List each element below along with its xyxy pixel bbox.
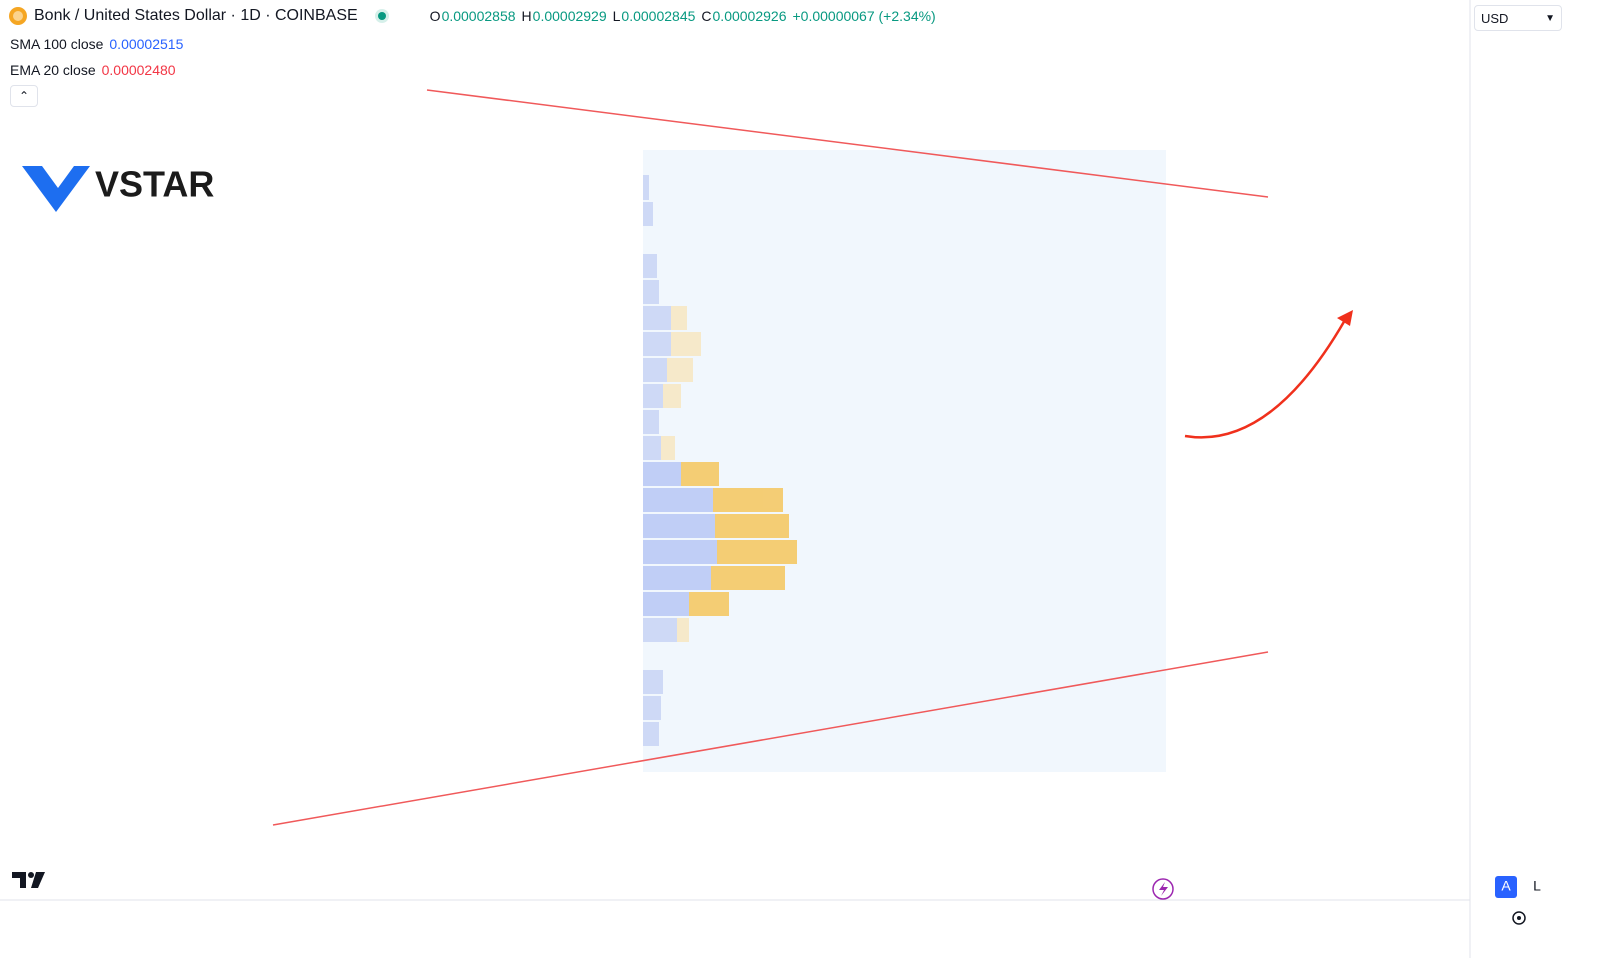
auto-label: A (1501, 878, 1511, 894)
volume-profile (643, 175, 797, 746)
vp-bar (643, 202, 653, 226)
vp-bar (677, 618, 689, 642)
arrow-head (1337, 310, 1353, 326)
vp-bar (643, 514, 715, 538)
projection-arrow (1184, 319, 1347, 439)
vp-bar (681, 462, 719, 486)
vp-bar (643, 618, 677, 642)
volume-profile-range (643, 150, 1166, 772)
alert-bolt (1159, 882, 1168, 896)
ema-name: EMA 20 close (10, 62, 96, 78)
sma-legend: SMA 100 close 0.00002515 (10, 36, 183, 52)
vp-bar (715, 514, 789, 538)
vp-bar (643, 722, 659, 746)
price-change: +0.00000067 (+2.34%) (792, 8, 936, 24)
ohlc-key: O (429, 8, 441, 24)
vp-bar (643, 540, 717, 564)
vp-bar (643, 566, 711, 590)
vp-bar (643, 410, 659, 434)
upper-trendline (426, 89, 1269, 198)
ohlc-values: O 0.00002858 H 0.00002929 L 0.00002845 C 0.0000… (430, 8, 793, 24)
vp-bar (643, 306, 671, 330)
logo-mark (22, 166, 90, 212)
vp-bar (643, 384, 663, 408)
logo-cut (44, 166, 72, 186)
ema-value: 0.00002480 (101, 62, 176, 78)
ohlc-value: 0.00002926 (712, 8, 787, 24)
vp-bar (643, 332, 671, 356)
vp-bar (711, 566, 785, 590)
vp-bar (643, 592, 689, 616)
vp-bar (663, 384, 681, 408)
currency: USD (1481, 11, 1509, 26)
vp-bar (671, 332, 701, 356)
vp-bar (643, 696, 661, 720)
vp-bar (643, 358, 667, 382)
sma-name: SMA 100 close (10, 36, 104, 52)
symbol-title: Bonk / United States Dollar · 1D · COINB… (34, 7, 358, 24)
vp-bar (643, 254, 657, 278)
symbol-icon (9, 7, 27, 25)
settings-icon[interactable] (1512, 911, 1526, 925)
ema-legend: EMA 20 close 0.00002480 (10, 62, 176, 78)
vp-bar (661, 436, 675, 460)
vp-bar (671, 306, 687, 330)
sma-value: 0.00002515 (109, 36, 184, 52)
ohlc-value: 0.00002858 (441, 8, 516, 24)
ohlc-value: 0.00002929 (532, 8, 607, 24)
lower-trendline (272, 651, 1269, 826)
logo-text: VSTAR (95, 164, 214, 205)
market-status (374, 9, 389, 23)
vp-bar (667, 358, 693, 382)
vp-bar (643, 175, 649, 200)
ohlc-key: L (612, 8, 621, 24)
settings-dot (1517, 916, 1521, 920)
vp-bar (717, 540, 797, 564)
dropdown-caret: ▼ (1545, 13, 1555, 24)
vp-bar (643, 436, 661, 460)
currency-select[interactable]: USD ▼ (1474, 5, 1562, 31)
vp-bar (643, 462, 681, 486)
vp-bar (689, 592, 729, 616)
auto-button[interactable] (1495, 876, 1517, 898)
ohlc-key: H (521, 8, 532, 24)
ohlc-key: C (701, 8, 712, 24)
alert-icon[interactable] (1152, 878, 1174, 900)
vp-bar (643, 280, 659, 304)
vp-bar (643, 488, 713, 512)
ohlc-value: 0.00002845 (621, 8, 696, 24)
vstar-logo: VSTAR (22, 164, 214, 212)
vp-bar (643, 670, 663, 694)
symbol-header: Bonk / United States Dollar · 1D · COINB… (8, 6, 940, 26)
log-label[interactable]: L (1533, 878, 1541, 894)
collapse-button[interactable]: ⌃ (10, 85, 38, 107)
vp-bar (713, 488, 783, 512)
tradingview-logo (12, 872, 45, 888)
